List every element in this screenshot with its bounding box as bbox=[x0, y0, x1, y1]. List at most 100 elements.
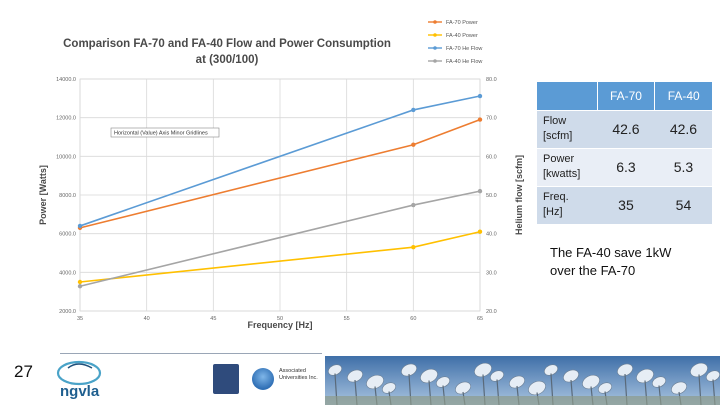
aui-logo: Associated Universities Inc. bbox=[279, 368, 319, 381]
ngvla-logo: ngvla bbox=[56, 360, 102, 400]
y2-tick-label: 80.0 bbox=[486, 77, 497, 83]
table-header-empty bbox=[537, 82, 597, 110]
annotation-box bbox=[110, 127, 220, 138]
y-tick-label: 6000.0 bbox=[59, 232, 76, 238]
dish-icon bbox=[474, 362, 492, 378]
row-label-line2: [kwatts] bbox=[543, 168, 581, 180]
y2-tick-label: 40.0 bbox=[486, 232, 497, 238]
row-label-line1: Flow bbox=[543, 115, 567, 128]
y-tick-label: 4000.0 bbox=[59, 270, 76, 276]
legend-marker bbox=[433, 20, 437, 24]
y2-tick-label: 70.0 bbox=[486, 116, 497, 122]
data-point bbox=[477, 117, 483, 122]
y-tick-label: 8000.0 bbox=[59, 193, 76, 199]
dish-icon bbox=[509, 375, 525, 389]
row-label-power: Power [kwatts] bbox=[537, 147, 597, 186]
note-line1: The FA-40 save 1kW bbox=[550, 245, 672, 260]
chart-subtitle: at (300/100) bbox=[196, 54, 259, 66]
dish-icon bbox=[617, 363, 633, 377]
x-axis-ticks: 35 40 45 50 55 60 65 bbox=[77, 316, 483, 322]
row-label-line1: Freq. bbox=[543, 191, 569, 204]
aui-text-line2: Universities Inc. bbox=[279, 374, 318, 381]
y2-tick-label: 20.0 bbox=[486, 309, 497, 315]
data-point bbox=[411, 245, 416, 250]
x-tick-label: 60 bbox=[410, 316, 416, 322]
dish-icon bbox=[652, 376, 666, 388]
x-tick-label: 55 bbox=[344, 316, 350, 322]
legend-entry: FA-40 He Flow bbox=[446, 59, 482, 65]
y2-tick-label: 50.0 bbox=[486, 193, 497, 199]
y-axis-ticks: 2000.0 4000.0 6000.0 8000.0 10000.0 12000.0 14… bbox=[56, 77, 76, 315]
y2-tick-label: 30.0 bbox=[486, 270, 497, 276]
cell-freq-fa40: 54 bbox=[654, 185, 712, 224]
y-axis-label: Power [Watts] bbox=[38, 165, 48, 225]
y2-axis-ticks: 20.0 30.0 40.0 50.0 60.0 70.0 80.0 bbox=[486, 77, 497, 315]
x-tick-label: 65 bbox=[477, 316, 483, 322]
row-label-freq: Freq. [Hz] bbox=[537, 185, 597, 224]
cell-power-fa70: 6.3 bbox=[597, 147, 655, 186]
data-point bbox=[477, 188, 483, 194]
y-tick-label: 12000.0 bbox=[56, 116, 76, 122]
y-tick-label: 10000.0 bbox=[56, 154, 76, 160]
legend-entry: FA-40 Power bbox=[446, 33, 478, 39]
dish-icon bbox=[490, 370, 504, 382]
chart-legend: FA-70 Power FA-40 Power FA-70 He Flow FA-40… bbox=[428, 20, 482, 65]
dish-icon bbox=[382, 382, 396, 394]
aui-text-line1: Associated bbox=[279, 368, 306, 374]
antenna-dishes-icon bbox=[325, 362, 720, 405]
slide-number: 27 bbox=[14, 362, 33, 381]
dish-icon bbox=[528, 380, 546, 396]
chart-title: Comparison FA-70 and FA-40 Flow and Powe… bbox=[63, 38, 391, 50]
dish-icon bbox=[328, 364, 342, 376]
data-point bbox=[477, 229, 483, 234]
nsf-logo bbox=[252, 368, 274, 390]
antenna-array-banner bbox=[325, 356, 720, 405]
x-tick-label: 35 bbox=[77, 316, 83, 322]
cell-flow-fa70: 42.6 bbox=[597, 109, 655, 148]
ngvla-arc-icon bbox=[67, 363, 93, 369]
legend-marker bbox=[433, 33, 437, 37]
dish-icon bbox=[401, 363, 417, 377]
legend-entry: FA-70 Power bbox=[446, 20, 478, 26]
table-row: Freq. [Hz] 35 54 bbox=[537, 185, 712, 224]
banner-ground bbox=[325, 396, 720, 405]
ngvla-logo-text: ngvla bbox=[60, 383, 100, 400]
footer-divider bbox=[60, 353, 322, 354]
cell-freq-fa70: 35 bbox=[597, 185, 655, 224]
legend-marker bbox=[433, 46, 437, 50]
y2-tick-label: 60.0 bbox=[486, 154, 497, 160]
x-axis-label: Frequency [Hz] bbox=[247, 320, 312, 330]
cell-flow-fa40: 42.6 bbox=[654, 109, 712, 148]
data-point bbox=[77, 284, 83, 289]
dish-icon bbox=[706, 370, 720, 382]
data-point bbox=[411, 107, 416, 113]
dish-icon bbox=[636, 368, 654, 384]
chart-series bbox=[77, 93, 483, 289]
y-tick-label: 2000.0 bbox=[59, 309, 76, 315]
comparison-table: FA-70 FA-40 Flow [scfm] 42.6 42.6 Power … bbox=[537, 82, 712, 224]
table-row: Flow [scfm] 42.6 42.6 bbox=[537, 109, 712, 148]
data-point bbox=[477, 93, 483, 99]
row-label-line2: [Hz] bbox=[543, 206, 563, 219]
savings-note: The FA-40 save 1kW over the FA-70 bbox=[550, 244, 710, 279]
dish-icon bbox=[598, 382, 612, 394]
x-tick-label: 40 bbox=[144, 316, 150, 322]
dish-icon bbox=[436, 376, 450, 388]
chart-gridlines bbox=[79, 78, 481, 312]
data-point bbox=[411, 202, 416, 208]
x-tick-label: 50 bbox=[277, 316, 283, 322]
dish-icon bbox=[347, 369, 363, 383]
nrao-logo bbox=[213, 364, 239, 394]
x-tick-label: 45 bbox=[210, 316, 216, 322]
dish-icon bbox=[582, 374, 600, 390]
dish-icon bbox=[544, 364, 558, 376]
legend-marker bbox=[433, 59, 437, 63]
dish-icon bbox=[366, 374, 384, 390]
dish-icon bbox=[420, 368, 438, 384]
data-point bbox=[411, 142, 416, 147]
table-row: Power [kwatts] 6.3 5.3 bbox=[537, 147, 712, 186]
annotation-text: Horizontal (Value) Axis Minor Gridlines bbox=[114, 131, 208, 137]
table-header-fa70: FA-70 bbox=[596, 82, 655, 110]
dish-icon bbox=[563, 369, 579, 383]
y2-axis-label: Helium flow [scfm] bbox=[514, 155, 524, 235]
